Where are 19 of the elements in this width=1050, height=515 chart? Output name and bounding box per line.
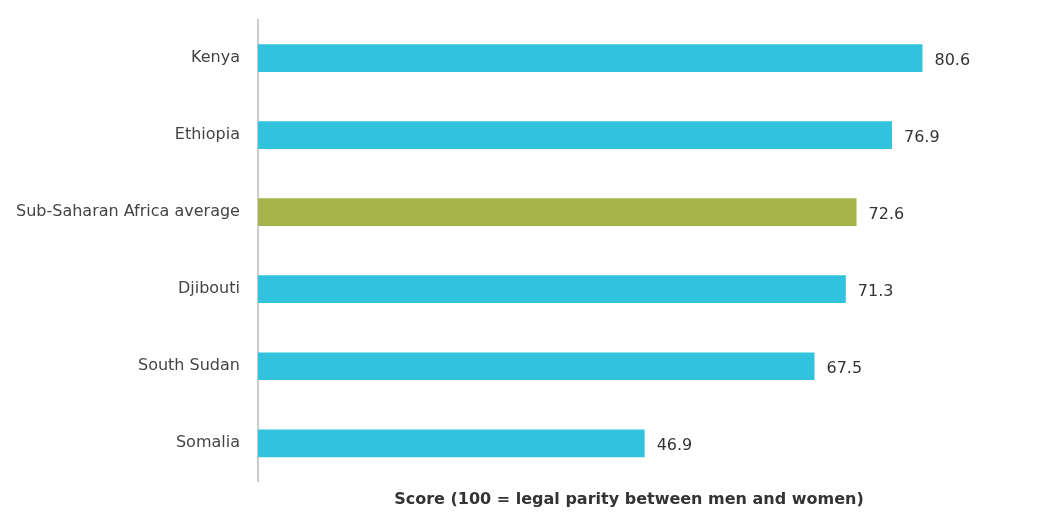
- y-tick-label: South Sudan: [137, 355, 240, 375]
- data-label: 80.6: [934, 50, 971, 70]
- data-label: 76.9: [903, 127, 940, 147]
- data-label: 71.3: [857, 281, 894, 301]
- bar: [257, 44, 923, 72]
- y-tick-label: Djibouti: [177, 278, 240, 298]
- bar: [257, 275, 846, 304]
- y-tick-label: Ethiopia: [174, 124, 240, 144]
- bar: [257, 429, 645, 458]
- data-label: 46.9: [656, 435, 693, 455]
- bar: [257, 121, 892, 150]
- data-label: 72.6: [868, 204, 905, 224]
- data-label: 67.5: [826, 358, 863, 378]
- x-axis-title: Score (100 = legal parity between men and women): [394, 488, 864, 508]
- y-tick-label: Sub-Saharan Africa average: [15, 201, 240, 221]
- bar: [257, 198, 857, 227]
- bar: [257, 352, 815, 381]
- y-tick-label: Kenya: [191, 47, 240, 67]
- y-tick-label: Somalia: [175, 432, 240, 452]
